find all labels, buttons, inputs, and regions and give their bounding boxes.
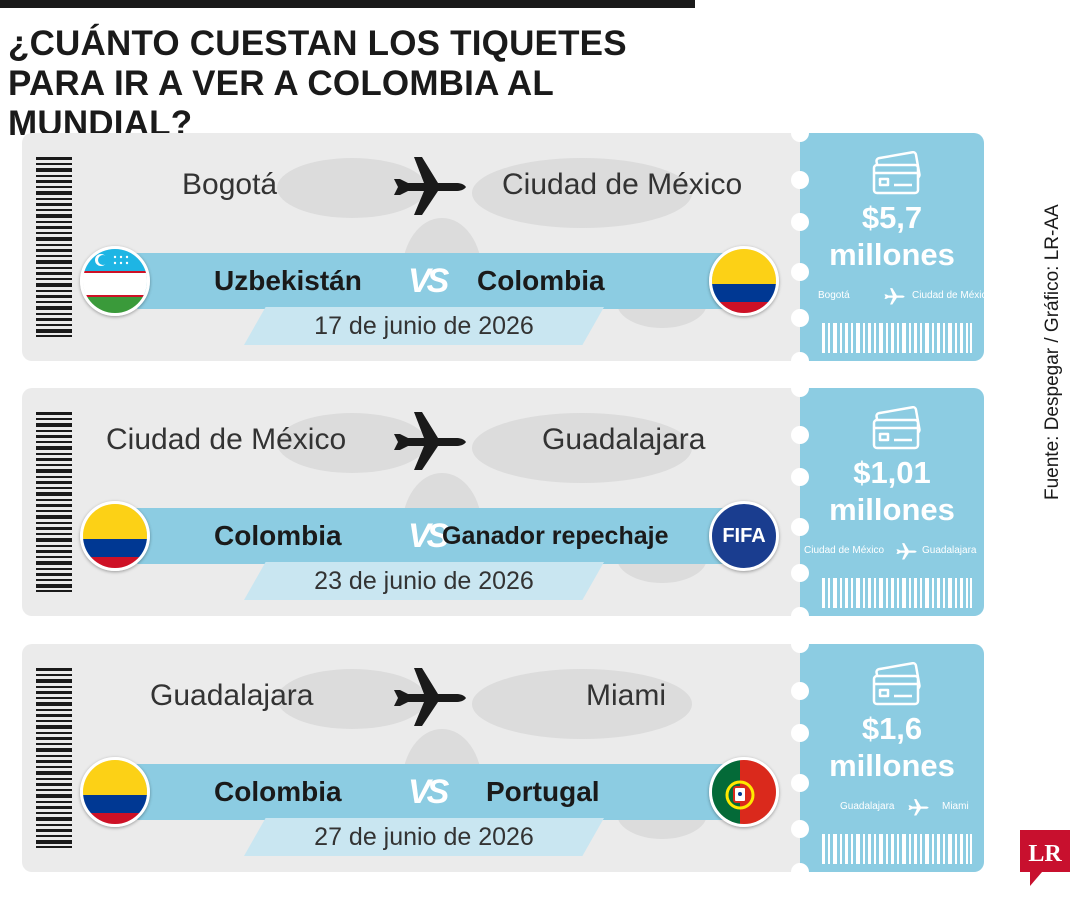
page-title: ¿CUÁNTO CUESTAN LOS TIQUETES PARA IR A V… xyxy=(8,24,627,143)
destination-city: Miami xyxy=(586,679,666,712)
ticket-2: Ciudad de México Guadalajara 23 de junio… xyxy=(22,379,984,625)
credit-card-icon xyxy=(872,151,921,195)
perforation-hole xyxy=(791,682,809,700)
credit-card-icon xyxy=(872,406,921,450)
uzbekistan-flag-icon xyxy=(80,246,150,316)
perforation-hole xyxy=(791,564,809,582)
vs-label: VS xyxy=(408,773,449,811)
mini-airplane-icon xyxy=(908,799,929,816)
mini-route-from: Bogotá xyxy=(818,290,850,301)
ticket-main-stub: Ciudad de México Guadalajara 23 de junio… xyxy=(22,388,800,616)
vertical-barcode xyxy=(36,412,72,592)
match-band xyxy=(112,253,752,309)
source-credit: Fuente: Despegar / Gráfico: LR-AA xyxy=(1042,204,1063,500)
perforation-hole xyxy=(791,263,809,281)
ticket-main-stub: Bogotá Ciudad de México 17 de junio de 2… xyxy=(22,133,800,361)
colombia-flag-icon xyxy=(80,501,150,571)
colombia-flag-icon xyxy=(80,757,150,827)
perforation-hole xyxy=(791,124,809,142)
fifa-badge-icon: FIFA xyxy=(709,501,779,571)
perforation-hole xyxy=(791,863,809,881)
match-date: 17 de junio de 2026 xyxy=(314,312,534,340)
mini-route-to: Guadalajara xyxy=(922,545,977,556)
team-right: Ganador repechaje xyxy=(442,522,669,550)
date-strip xyxy=(244,307,604,345)
ticket-main-stub: Guadalajara Miami 27 de junio de 2026 Co… xyxy=(22,644,800,872)
team-right: Portugal xyxy=(486,776,600,807)
vs-label: VS xyxy=(408,517,449,555)
lr-logo: LR xyxy=(1020,830,1070,886)
team-left: Colombia xyxy=(214,776,342,807)
ticket-1: Bogotá Ciudad de México 17 de junio de 2… xyxy=(22,124,992,370)
team-left: Colombia xyxy=(214,520,342,551)
ticket-price: $1,01 millones xyxy=(829,455,955,527)
mini-route-from: Ciudad de México xyxy=(804,545,885,556)
perforation-hole xyxy=(791,518,809,536)
perforation-hole xyxy=(791,426,809,444)
vertical-barcode xyxy=(36,157,72,337)
team-left: Uzbekistán xyxy=(214,265,362,296)
destination-city: Guadalajara xyxy=(542,423,706,456)
perforation-hole xyxy=(791,352,809,370)
ticket-3: Guadalajara Miami 27 de junio de 2026 Co… xyxy=(22,635,984,881)
origin-city: Ciudad de México xyxy=(106,423,347,456)
origin-city: Guadalajara xyxy=(150,679,314,712)
colombia-flag-icon xyxy=(709,246,779,316)
credit-card-icon xyxy=(872,662,921,706)
match-date: 27 de junio de 2026 xyxy=(314,823,534,851)
mini-airplane-icon xyxy=(896,543,917,560)
ticket-price: $1,6 millones xyxy=(829,711,955,783)
horizontal-barcode xyxy=(822,578,972,608)
vertical-barcode xyxy=(36,668,72,848)
mini-route: Ciudad de México Guadalajara xyxy=(800,540,984,562)
portugal-flag-icon xyxy=(709,757,779,827)
mini-route: Guadalajara Miami xyxy=(800,796,984,818)
perforation-hole xyxy=(791,635,809,653)
airplane-icon xyxy=(394,157,466,215)
date-strip xyxy=(244,818,604,856)
horizontal-barcode xyxy=(822,323,972,353)
ticket-price: $5,7 millones xyxy=(829,200,955,272)
mini-route-from: Guadalajara xyxy=(840,801,895,812)
perforation-hole xyxy=(791,171,809,189)
perforation-hole xyxy=(791,468,809,486)
lr-logo-text: LR xyxy=(1028,841,1062,867)
match-date: 23 de junio de 2026 xyxy=(314,567,534,595)
match-band xyxy=(112,508,752,564)
mini-route-to: Ciudad de México xyxy=(912,290,993,301)
mini-route-to: Miami xyxy=(942,801,969,812)
perforation-hole xyxy=(791,820,809,838)
airplane-icon xyxy=(394,668,466,726)
perforation-hole xyxy=(791,724,809,742)
horizontal-barcode xyxy=(822,834,972,864)
perforation-hole xyxy=(791,607,809,625)
destination-city: Ciudad de México xyxy=(502,168,743,201)
perforation-hole xyxy=(791,213,809,231)
vs-label: VS xyxy=(408,262,449,300)
match-band xyxy=(112,764,752,820)
perforation-hole xyxy=(791,774,809,792)
mini-route: Bogotá Ciudad de México xyxy=(800,285,992,307)
team-right: Colombia xyxy=(477,265,605,296)
origin-city: Bogotá xyxy=(182,168,278,201)
top-rule xyxy=(0,0,695,8)
perforation-hole xyxy=(791,379,809,397)
mini-airplane-icon xyxy=(884,288,905,305)
airplane-icon xyxy=(394,412,466,470)
perforation-hole xyxy=(791,309,809,327)
fifa-badge-label: FIFA xyxy=(722,525,766,547)
date-strip xyxy=(244,562,604,600)
